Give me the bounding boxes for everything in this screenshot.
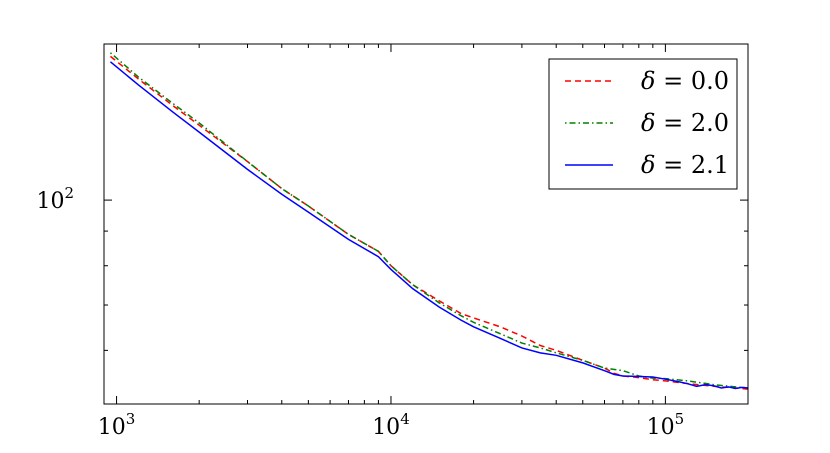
series-line-0: [109, 55, 749, 390]
legend: δ = 0.0 δ = 2.0 δ = 2.1: [548, 58, 738, 190]
legend-label-1: δ = 2.0: [641, 109, 729, 137]
y-tick-label: 102: [36, 184, 74, 214]
x-tick-label: 103: [98, 410, 136, 440]
legend-label-0: δ = 0.0: [641, 67, 729, 95]
plot-frame: [103, 43, 749, 405]
legend-label-2: δ = 2.1: [641, 151, 729, 179]
series-line-2: [109, 61, 749, 390]
plot-area: [109, 52, 749, 390]
tick-labels: 103 104 105 102: [36, 184, 684, 440]
x-tick-label: 105: [647, 410, 685, 440]
x-tick-label: 104: [372, 410, 410, 440]
